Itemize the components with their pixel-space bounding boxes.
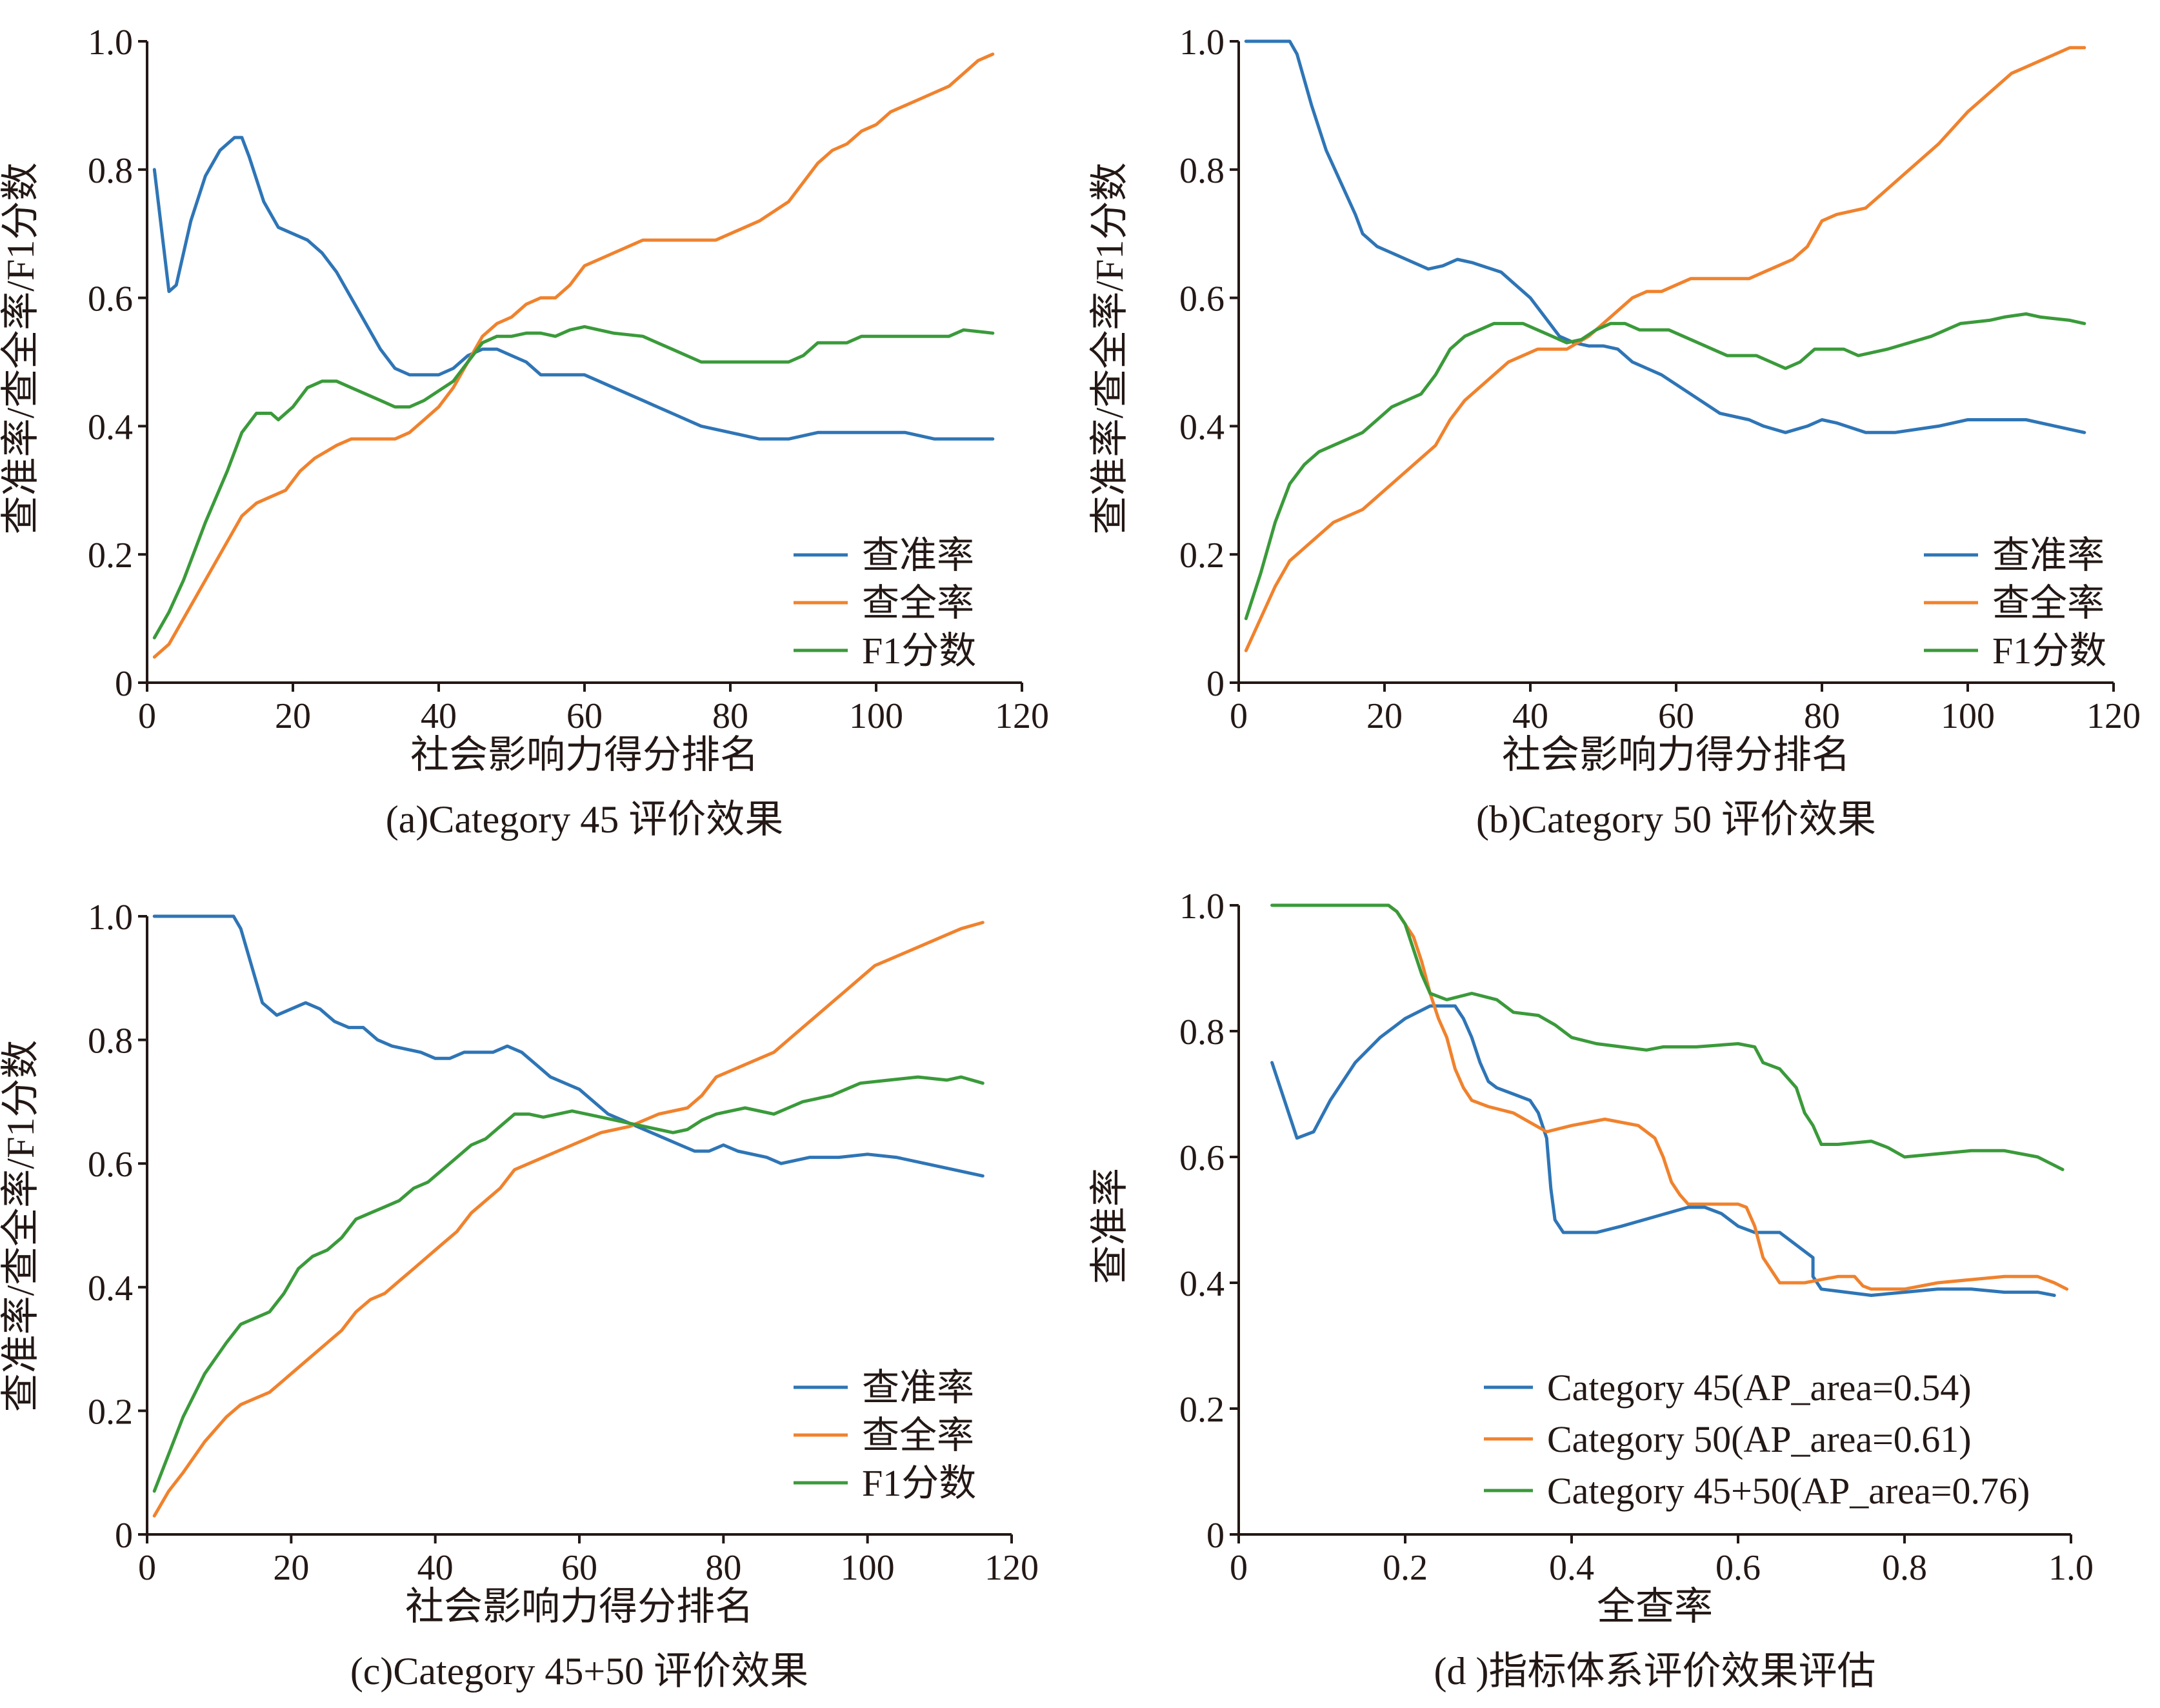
legend-label: Category 45(AP_area=0.54) (1547, 1367, 1972, 1409)
legend-label: 查全率 (862, 1414, 974, 1456)
legend-label: F1分数 (1992, 630, 2106, 672)
y-axis-title: 查准率/查全率/F1分数 (0, 1040, 42, 1412)
y-tick-label: 0.4 (88, 1269, 133, 1309)
x-tick-label: 40 (417, 1548, 454, 1588)
y-tick-label: 0.2 (1179, 536, 1225, 576)
series-line-2 (1270, 903, 2065, 1171)
x-tick-label: 20 (273, 1548, 309, 1588)
series-line-0 (152, 136, 995, 441)
y-tick-label: 0 (115, 664, 133, 704)
series-line-1 (152, 52, 995, 659)
x-axis-title: 社会影响力得分排名 (410, 734, 759, 776)
y-tick-label: 0.8 (1179, 151, 1225, 191)
x-tick-label: 120 (995, 696, 1049, 736)
x-tick-label: 120 (985, 1548, 1039, 1588)
chart-panel-1: 0 20 40 60 80 100 120 0 0.2 0.4 0.6 0.8 1.0 社会影响力得分排名… (1088, 23, 2141, 841)
y-tick-label: 0.4 (1179, 1264, 1225, 1304)
x-axis-title: 全查率 (1597, 1585, 1713, 1628)
x-tick-label: 40 (1512, 696, 1548, 736)
x-tick-label: 20 (1366, 696, 1403, 736)
y-tick-label: 0.2 (1179, 1390, 1225, 1430)
x-axis-title: 社会影响力得分排名 (1502, 734, 1850, 776)
series-line-1 (1244, 46, 2086, 652)
x-axis-title: 社会影响力得分排名 (405, 1585, 754, 1628)
chart-caption: (a)Category 45 评价效果 (386, 798, 784, 841)
y-tick-label: 1.0 (88, 23, 133, 63)
legend-label: Category 45+50(AP_area=0.76) (1547, 1470, 2030, 1512)
x-tick-label: 0 (1230, 1548, 1248, 1588)
y-tick-label: 0.4 (1179, 407, 1225, 447)
y-tick-label: 0.8 (88, 151, 133, 191)
y-tick-label: 1.0 (1179, 887, 1225, 927)
y-tick-label: 0.8 (1179, 1012, 1225, 1052)
x-tick-label: 0.8 (1882, 1548, 1927, 1588)
y-axis-title: 查准率/查全率/F1分数 (0, 163, 42, 535)
y-tick-label: 0.6 (1179, 279, 1225, 319)
x-tick-label: 1.0 (2048, 1548, 2094, 1588)
series-line-2 (152, 325, 995, 639)
x-tick-label: 0.6 (1715, 1548, 1761, 1588)
x-tick-label: 0.4 (1549, 1548, 1594, 1588)
series-line-0 (1270, 1004, 2056, 1297)
legend-label: 查准率 (862, 534, 974, 576)
y-tick-label: 0.6 (88, 279, 133, 319)
x-tick-label: 80 (705, 1548, 741, 1588)
legend-label: 查准率 (1992, 534, 2105, 576)
x-tick-label: 60 (561, 1548, 597, 1588)
x-tick-label: 80 (1804, 696, 1840, 736)
legend-label: 查全率 (1992, 582, 2105, 624)
legend-label: 查全率 (862, 582, 974, 624)
y-tick-label: 0.6 (88, 1145, 133, 1185)
x-tick-label: 80 (712, 696, 748, 736)
series-line-0 (1244, 39, 2086, 434)
y-tick-label: 0.2 (88, 536, 133, 576)
y-tick-label: 0 (1206, 664, 1225, 704)
series-line-1 (152, 921, 985, 1518)
series-line-2 (152, 1075, 985, 1493)
y-tick-label: 0.2 (88, 1392, 133, 1432)
chart-caption: (b)Category 50 评价效果 (1476, 798, 1876, 841)
x-tick-label: 0 (138, 696, 156, 736)
x-tick-label: 0 (1230, 696, 1248, 736)
chart-panel-0: 0 20 40 60 80 100 120 0 0.2 0.4 0.6 0.8 1.0 社会影响力得分排名… (0, 23, 1049, 841)
y-tick-label: 0 (1206, 1516, 1225, 1556)
y-tick-label: 1.0 (88, 898, 133, 938)
legend-label: F1分数 (862, 630, 976, 672)
y-tick-label: 0 (115, 1516, 133, 1556)
x-tick-label: 40 (421, 696, 457, 736)
y-tick-label: 1.0 (1179, 23, 1225, 63)
x-tick-label: 0.2 (1383, 1548, 1428, 1588)
y-axis-title: 查准率 (1088, 1168, 1131, 1284)
y-axis-title: 查准率/查全率/F1分数 (1088, 163, 1131, 535)
x-tick-label: 100 (841, 1548, 895, 1588)
chart-caption: (d )指标体系评价效果评估 (1434, 1650, 1876, 1693)
x-tick-label: 60 (1658, 696, 1694, 736)
x-tick-label: 60 (566, 696, 603, 736)
chart-panel-3: 0 0.2 0.4 0.6 0.8 1.0 0 0.2 0.4 0.6 0.8 1.0 全查率 查准率 (d… (1088, 887, 2094, 1693)
legend-label: Category 50(AP_area=0.61) (1547, 1418, 1972, 1460)
series-line-0 (152, 914, 985, 1178)
chart-caption: (c)Category 45+50 评价效果 (350, 1650, 808, 1693)
x-tick-label: 20 (275, 696, 311, 736)
legend-label: 查准率 (862, 1367, 974, 1409)
y-tick-label: 0.4 (88, 407, 133, 447)
series-line-2 (1244, 312, 2086, 621)
y-tick-label: 0.6 (1179, 1138, 1225, 1178)
x-tick-label: 120 (2086, 696, 2141, 736)
series-line-1 (1386, 903, 2069, 1291)
chart-panel-2: 0 20 40 60 80 100 120 0 0.2 0.4 0.6 0.8 1.0 社会影响力得分排名… (0, 898, 1039, 1693)
x-tick-label: 100 (1941, 696, 1995, 736)
x-tick-label: 100 (849, 696, 903, 736)
x-tick-label: 0 (138, 1548, 156, 1588)
legend-label: F1分数 (862, 1462, 976, 1504)
y-tick-label: 0.8 (88, 1021, 133, 1061)
